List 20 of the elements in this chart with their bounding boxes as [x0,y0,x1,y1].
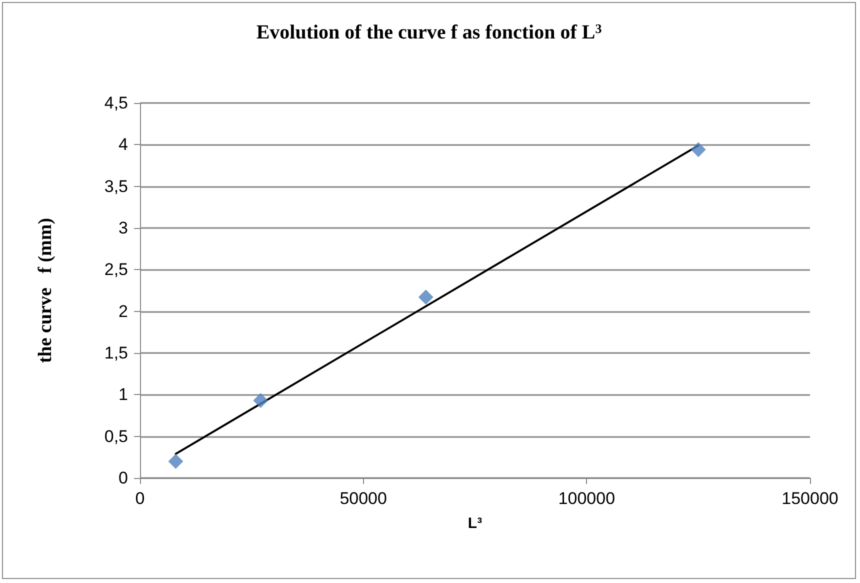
y-tick-label: 3,5 [104,176,128,196]
x-axis-title: L³ [468,515,482,532]
y-tick-label: 3 [118,218,128,238]
x-tick-label: 0 [135,489,145,508]
y-tick-label: 0,5 [104,426,128,446]
y-tick-label: 0 [118,468,128,488]
point [253,393,268,408]
y-tick-label: 2 [118,302,128,321]
y-tick-label: 1 [118,385,128,404]
y-tick-label: 4,5 [104,94,128,112]
x-tick-label: 150000 [782,489,838,508]
y-tick-label: 1,5 [104,344,128,362]
point [168,454,184,469]
point [690,142,706,158]
point [418,290,434,305]
y-tick-label: 2,5 [104,260,128,280]
x-tick-label: 50000 [340,489,387,508]
x-tick-label: 100000 [558,489,616,508]
y-tick-label: 4 [118,135,128,154]
y-axis-title: the curve f (mm) [35,218,56,364]
